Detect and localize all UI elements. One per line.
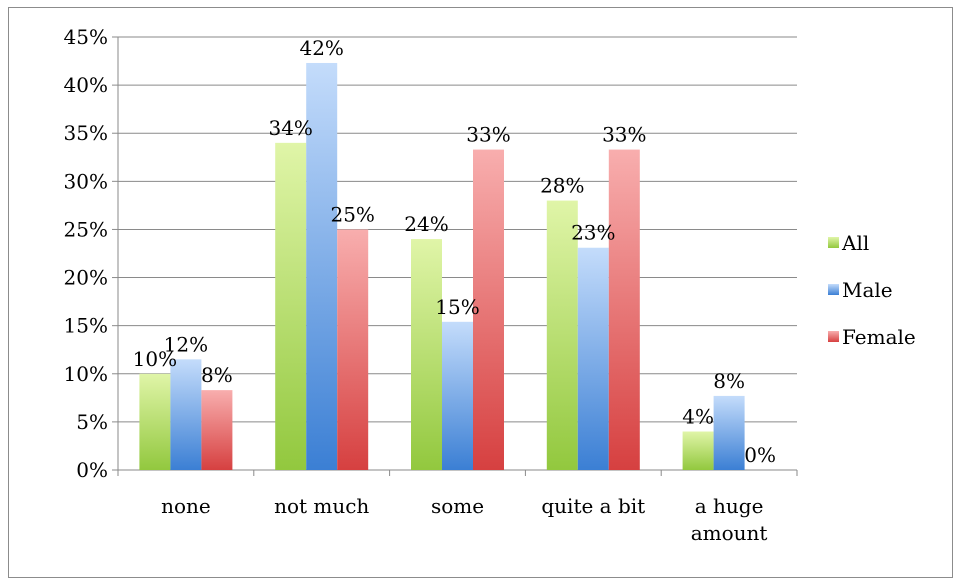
data-label-all-1: 34% (268, 116, 312, 140)
bar-female-1 (337, 229, 369, 470)
data-label-all-2: 24% (404, 212, 448, 236)
legend-swatch-female (828, 331, 839, 342)
legend-swatch-all (828, 237, 839, 248)
bar-all-4 (682, 431, 714, 470)
y-tick-label: 25% (64, 217, 108, 241)
data-label-male-1: 42% (299, 36, 343, 60)
bar-male-3 (577, 247, 609, 470)
bar-male-1 (306, 62, 338, 470)
legend-label-female: Female (842, 325, 916, 349)
category-label: none (161, 494, 211, 518)
y-tick-labels: 0% 5% 10% 15% 20% 25% 30% 35% 40% 45% (64, 25, 108, 482)
legend-label-all: All (841, 231, 869, 255)
bar-female-2 (473, 149, 504, 470)
y-tick-label: 10% (64, 362, 108, 386)
y-tick-label: 20% (64, 266, 108, 290)
data-label-all-3: 28% (540, 174, 584, 198)
category-label: quite a bit (541, 494, 645, 518)
data-label-male-3: 23% (571, 221, 615, 245)
y-tick-label: 5% (76, 410, 108, 434)
category-label: not much (274, 494, 369, 518)
data-label-female-4: 0% (744, 443, 776, 467)
y-tick-label: 40% (64, 73, 108, 97)
y-tick-label: 15% (64, 314, 108, 338)
legend-label-male: Male (842, 278, 893, 302)
data-label-male-4: 8% (713, 369, 745, 393)
y-tick-label: 30% (64, 169, 108, 193)
bar-male-2 (442, 321, 473, 470)
bar-male-0 (170, 359, 202, 470)
bar-all-2 (411, 239, 442, 470)
y-tick-label: 45% (64, 25, 108, 49)
data-label-all-0: 10% (133, 347, 177, 371)
data-label-male-0: 12% (164, 332, 208, 356)
y-tick-label: 0% (76, 458, 108, 482)
bar-all-0 (139, 373, 171, 470)
legend: All Male Female (828, 231, 916, 349)
data-label-male-2: 15% (435, 295, 479, 319)
y-tick-label: 35% (64, 121, 108, 145)
bar-all-1 (275, 142, 307, 470)
category-labels: none not much some quite a bit a huge amount (161, 494, 767, 545)
data-label-female-1: 25% (330, 202, 374, 226)
data-labels: 10%12% 8% 34% 42% 25% 24% 15% 33% 28% 23% 33% 4% 8% 0… (133, 36, 776, 467)
category-label: a huge amount (691, 494, 768, 545)
bar-female-3 (608, 149, 640, 470)
data-label-female-2: 33% (466, 123, 510, 147)
bars (139, 62, 745, 471)
legend-swatch-male (828, 284, 839, 295)
category-label: some (431, 494, 484, 518)
bar-female-0 (201, 390, 233, 470)
bar-all-3 (546, 200, 578, 471)
data-label-female-0: 8% (201, 363, 233, 387)
data-label-all-4: 4% (682, 405, 714, 429)
data-label-female-3: 33% (602, 123, 646, 147)
bar-male-4 (713, 395, 745, 470)
